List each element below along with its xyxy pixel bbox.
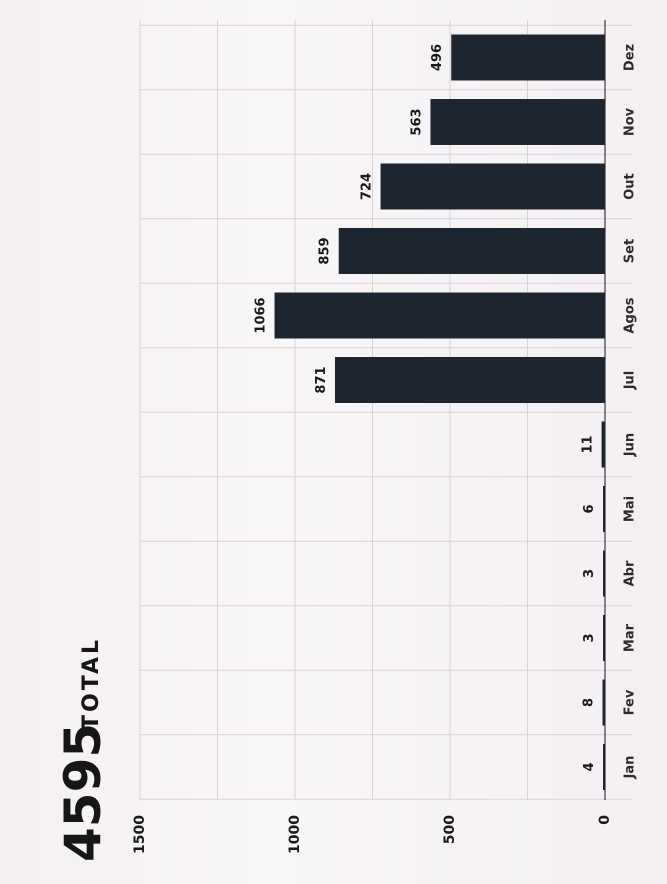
value-label: 8 [582,698,597,707]
category-label: Mai [623,496,638,522]
bar-jan [603,744,605,790]
bar-jun [601,421,605,468]
category-label: Abr [623,560,638,586]
bar-mai [603,486,605,532]
grid [139,20,632,800]
tick-label: 500 [442,815,458,844]
bar-fev [602,679,605,726]
category-label: Jan [623,756,638,780]
chart-title: 4595 TOTAL [54,637,112,862]
bar-out [380,163,605,210]
tick-label: 1000 [287,815,303,854]
bars [274,34,605,790]
value-label: 496 [430,44,445,71]
total-value: 4595 [54,723,112,862]
bar-abr [603,550,605,597]
bar-jul [334,357,605,403]
tick-label: 1500 [132,815,148,854]
category-label: Nov [623,107,638,136]
category-label: Dez [623,44,638,71]
category-label: Agos [623,297,638,333]
bar-nov [430,99,605,145]
total-label: TOTAL [79,637,104,730]
category-label: Jun [623,433,638,457]
value-label: 563 [409,108,424,135]
category-label: Jul [623,371,638,391]
value-label: 1066 [254,297,269,333]
category-label: Set [623,239,638,263]
value-label: 6 [582,504,597,513]
category-label: Out [623,173,638,200]
bar-set [338,228,605,274]
category-label: Mar [623,623,638,652]
value-label: 3 [582,633,597,642]
bar-dez [451,34,605,81]
value-label: 3 [582,569,597,578]
value-label: 724 [360,173,375,200]
category-label: Fev [623,689,638,715]
value-label: 11 [581,435,596,453]
value-label: 859 [318,237,333,264]
value-label: 871 [314,366,329,393]
labels: 4 Jan 8 Fev 3 Mar 3 Abr 6 Mai 11 Jun 871 Jul 1066 Agos 8… [132,44,638,854]
tick-label: 0 [597,815,613,825]
bar-agos [274,292,605,339]
value-label: 4 [582,762,597,771]
bar-mar [603,615,605,661]
